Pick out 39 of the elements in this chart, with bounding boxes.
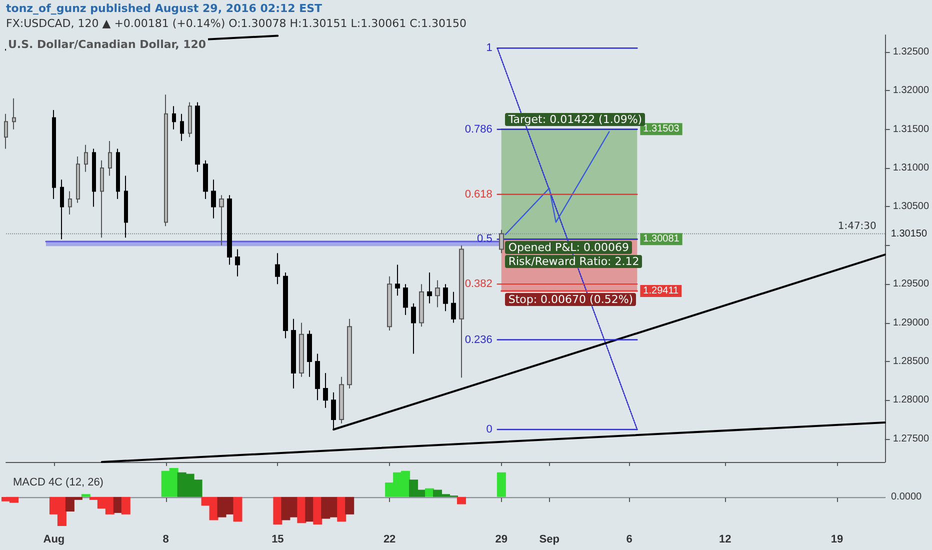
annotation: Risk/Reward Ratio: 2.12: [505, 255, 642, 268]
y-tick-label: 1.32000: [892, 85, 930, 96]
data-label: 1.31503: [643, 124, 680, 135]
annotation: 1:47:30: [836, 220, 878, 233]
y-tick-label: 1.27500: [892, 433, 930, 444]
ref-line-label: 1.30150: [890, 228, 928, 240]
x-tick-label: 6: [626, 534, 632, 546]
annotation: Stop: 0.00670 (0.52%): [505, 292, 636, 306]
chart-title: FX:USDCAD, 120 ▲ +0.00181 (+0.14%) O:1.30078 H:1.30151 L:1.30061 C:1.30150: [6, 16, 466, 31]
annotation: Opened P&L: 0.00069: [505, 241, 632, 254]
y-tick-label: 1.31000: [892, 162, 930, 174]
x-tick-label: 8: [162, 534, 169, 546]
y-tick-label: 1.30500: [892, 201, 930, 212]
x-tick-label: 12: [719, 534, 732, 546]
series-label: 0.236: [464, 334, 492, 346]
annotation: Target: 0.01422 (1.09%): [505, 113, 646, 126]
ref-line-label: 0.0000: [891, 492, 922, 502]
x-tick-label: 22: [383, 534, 396, 546]
series-label: 0.382: [464, 278, 492, 290]
data-label: 1.29411: [643, 285, 680, 296]
y-tick-label: 1.29500: [892, 278, 930, 290]
text: MACD 4C (12, 26): [13, 476, 104, 488]
text: tonz_of_gunz published August 29, 2016 02:12 EST: [6, 1, 324, 16]
y-tick-label: 1.29000: [892, 317, 930, 328]
series-label: 0.786: [464, 123, 492, 136]
y-tick-label: 1.28000: [892, 394, 930, 406]
series-label: 0.618: [464, 188, 492, 200]
x-tick-label: Aug: [43, 534, 65, 546]
x-tick-label: 15: [272, 534, 284, 546]
chart-subtitle: U.S. Dollar/Canadian Dollar, 120: [6, 37, 208, 52]
series-label: 1: [486, 42, 492, 54]
x-tick-label: Sep: [539, 534, 560, 546]
x-tick-label: 19: [830, 534, 844, 546]
data-label: 1.30081: [643, 234, 680, 245]
y-tick-label: 1.31500: [892, 124, 930, 135]
y-tick-label: 1.28500: [892, 356, 930, 367]
x-tick-label: 29: [495, 534, 508, 546]
series-label: 0: [486, 424, 492, 436]
y-tick-label: 1.32500: [892, 46, 930, 58]
